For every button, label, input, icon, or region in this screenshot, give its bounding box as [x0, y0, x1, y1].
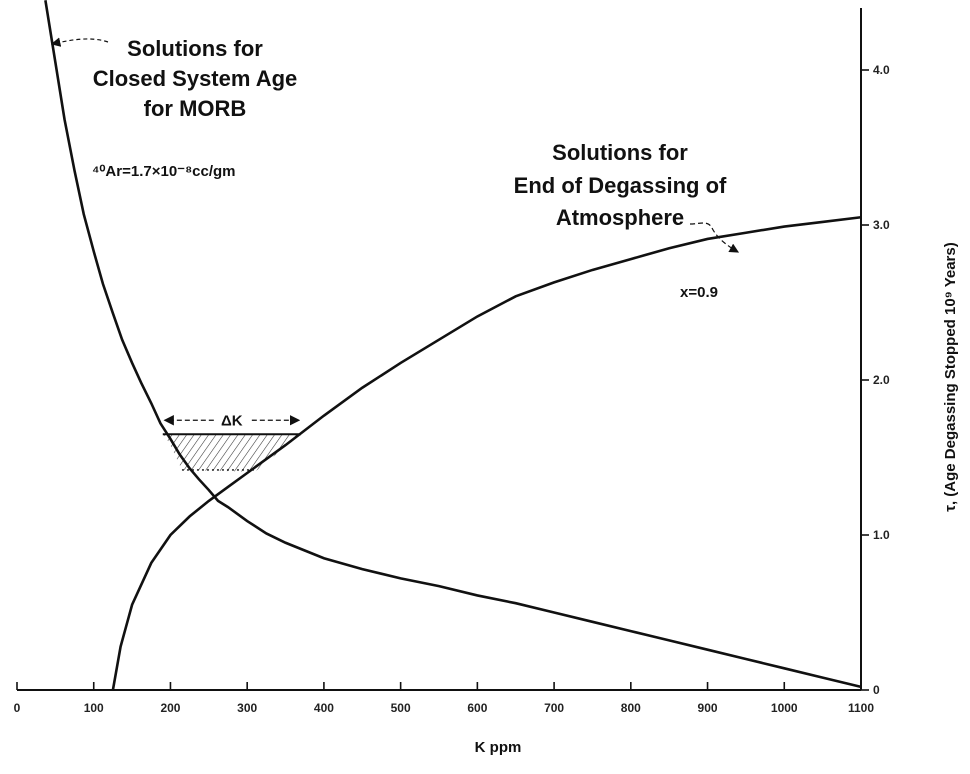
delta-k-hatch-fill: [162, 434, 301, 472]
y-tick-label: 3.0: [873, 218, 890, 232]
closed-system-annotation: Solutions for Closed System Age for MORB…: [50, 36, 298, 180]
y-axis-title: τ, (Age Degassing Stopped 10⁹ Years): [942, 242, 959, 511]
x-tick-label: 700: [544, 701, 564, 715]
end-degassing-annotation: Solutions for End of Degassing of Atmosp…: [514, 140, 740, 301]
x-tick-label: 200: [160, 701, 180, 715]
y-tick-label: 0: [873, 683, 880, 697]
end-title-line-3: Atmosphere: [556, 205, 684, 230]
x-tick-label: 900: [698, 701, 718, 715]
closed-title-line-2: Closed System Age: [93, 66, 298, 91]
end-title-line-1: Solutions for: [552, 140, 688, 165]
closed-system-age-curve: [44, 0, 862, 689]
x-tick-label: 500: [391, 701, 411, 715]
argon-concentration-label: ⁴⁰Ar=1.7×10⁻⁸cc/gm: [92, 163, 236, 180]
delta-k-annotation: ΔK: [163, 412, 301, 429]
closed-title-line-1: Solutions for: [127, 36, 263, 61]
delta-k-label: ΔK: [221, 412, 243, 429]
y-tick-label: 2.0: [873, 373, 890, 387]
y-tick-label: 1.0: [873, 528, 890, 542]
x-tick-label: 400: [314, 701, 334, 715]
x-tick-label: 300: [237, 701, 257, 715]
x-axis-title: K ppm: [475, 739, 522, 756]
series-lines: [44, 0, 862, 691]
tick-labels: 0 100 200 300 400 500 600 700 800 900 1000 1100 0 1.0…: [14, 63, 890, 715]
end-title-line-2: End of Degassing of: [514, 173, 727, 198]
x-tick-label: 800: [621, 701, 641, 715]
x-tick-label: 600: [467, 701, 487, 715]
end-of-degassing-curve: [111, 215, 862, 691]
x-tick-label: 0: [14, 701, 21, 715]
axes: [16, 8, 869, 691]
delta-k-hatched-region: [162, 433, 301, 472]
x-fraction-label: x=0.9: [680, 284, 718, 301]
y-tick-label: 4.0: [873, 63, 890, 77]
x-tick-label: 1000: [771, 701, 798, 715]
end-title-leader: [689, 222, 740, 253]
x-tick-label: 100: [84, 701, 104, 715]
x-tick-label: 1100: [848, 701, 874, 715]
closed-title-leader: [50, 37, 109, 47]
closed-title-line-3: for MORB: [144, 96, 247, 121]
